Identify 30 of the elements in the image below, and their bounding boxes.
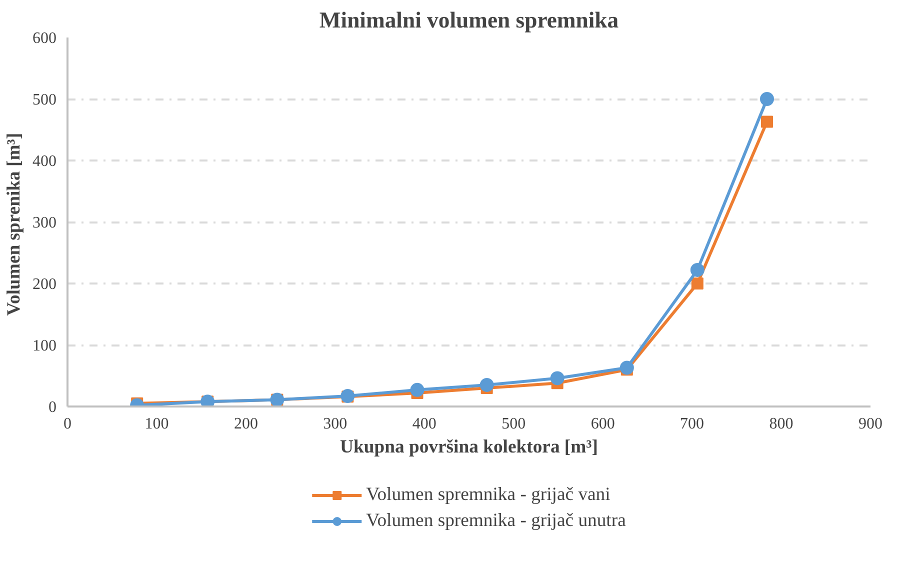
point	[550, 371, 564, 386]
y-tick-label: 300	[32, 214, 56, 232]
chart-title: Minimalni volumen spremnika	[319, 8, 619, 32]
x-tick-label: 900	[858, 416, 882, 432]
x-axis-title: Ukupna površina kolektora [m³]	[340, 436, 598, 458]
y-tick-label: 600	[32, 30, 56, 47]
x-tick-label: 300	[323, 416, 348, 432]
legend-label: Volumen spremnika - grijač unutra	[366, 510, 626, 532]
point	[410, 382, 424, 397]
point	[691, 278, 704, 290]
x-tick-label: 500	[502, 416, 526, 432]
point	[690, 262, 704, 277]
y-tick-label: 0	[48, 399, 56, 416]
x-tick-label: 200	[234, 416, 258, 432]
point	[480, 378, 494, 392]
x-tick-label: 700	[680, 416, 704, 432]
legend-label: Volumen spremnika - grijač vani	[366, 484, 610, 506]
y-tick-label: 500	[32, 92, 56, 108]
x-tick-label: 800	[769, 416, 794, 432]
point	[760, 92, 774, 106]
point	[761, 116, 773, 128]
y-tick-label: 400	[32, 153, 56, 170]
point	[620, 360, 634, 375]
y-tick-label: 200	[32, 276, 56, 293]
y-tick-label: 100	[32, 338, 56, 354]
x-tick-label: 100	[144, 416, 169, 432]
x-tick-label: 600	[590, 416, 615, 432]
x-tick-label: 0	[64, 416, 72, 432]
x-tick-label: 400	[412, 416, 436, 432]
y-axis-title: Volumen sprenika [m³]	[4, 132, 24, 316]
